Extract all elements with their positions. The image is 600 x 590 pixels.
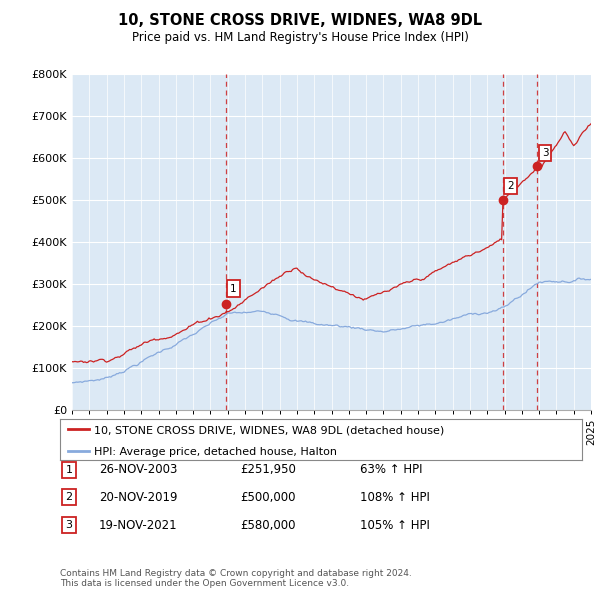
Text: £580,000: £580,000 [240,519,296,532]
Text: HPI: Average price, detached house, Halton: HPI: Average price, detached house, Halt… [94,447,337,457]
Text: 3: 3 [65,520,73,530]
Text: 108% ↑ HPI: 108% ↑ HPI [360,491,430,504]
Text: 3: 3 [542,148,548,158]
Text: Contains HM Land Registry data © Crown copyright and database right 2024.
This d: Contains HM Land Registry data © Crown c… [60,569,412,588]
Text: Price paid vs. HM Land Registry's House Price Index (HPI): Price paid vs. HM Land Registry's House … [131,31,469,44]
Text: £251,950: £251,950 [240,463,296,476]
Text: 105% ↑ HPI: 105% ↑ HPI [360,519,430,532]
Text: 63% ↑ HPI: 63% ↑ HPI [360,463,422,476]
Text: 10, STONE CROSS DRIVE, WIDNES, WA8 9DL: 10, STONE CROSS DRIVE, WIDNES, WA8 9DL [118,13,482,28]
Text: 1: 1 [230,284,237,294]
Text: £500,000: £500,000 [240,491,296,504]
Text: 10, STONE CROSS DRIVE, WIDNES, WA8 9DL (detached house): 10, STONE CROSS DRIVE, WIDNES, WA8 9DL (… [94,425,444,435]
Text: 1: 1 [65,465,73,474]
Text: 19-NOV-2021: 19-NOV-2021 [99,519,178,532]
Text: 20-NOV-2019: 20-NOV-2019 [99,491,178,504]
Text: 2: 2 [507,181,514,191]
Text: 26-NOV-2003: 26-NOV-2003 [99,463,178,476]
Text: 2: 2 [65,493,73,502]
